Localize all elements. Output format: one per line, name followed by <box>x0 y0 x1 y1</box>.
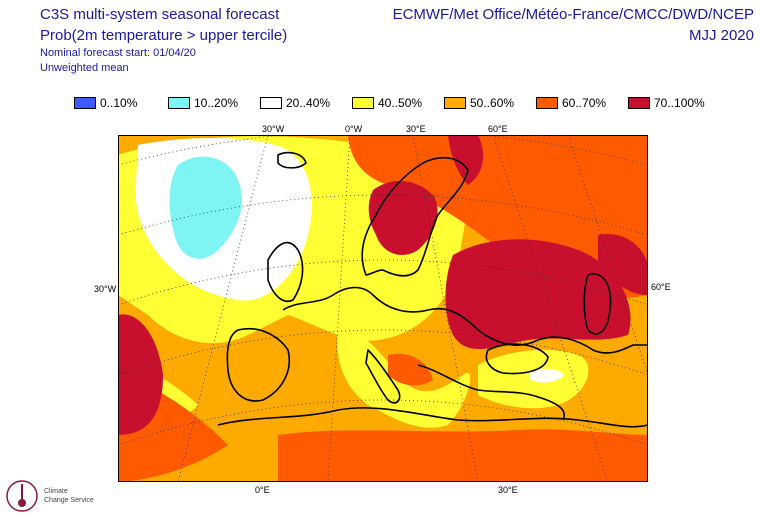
legend-swatch <box>352 97 374 109</box>
map-subtitle: Prob(2m temperature > upper tercile) <box>40 27 288 44</box>
coastline-iceland <box>277 151 307 169</box>
graticule-line <box>118 259 648 306</box>
legend-swatch <box>74 97 96 109</box>
graticule-line <box>118 399 648 446</box>
forecast-start-note: Nominal forecast start: 01/04/20 <box>40 47 196 59</box>
region-20-40-east <box>530 368 564 383</box>
graticule-line <box>118 135 648 166</box>
graticule-line <box>118 329 648 376</box>
legend-item-60-70: 60..70% <box>536 95 606 111</box>
legend-item-10-20: 10..20% <box>168 95 238 111</box>
legend-item-40-50: 40..50% <box>352 95 422 111</box>
map-border <box>118 135 648 482</box>
legend-item-50-60: 50..60% <box>444 95 514 111</box>
legend-item-0-10: 0..10% <box>74 95 137 111</box>
legend-swatch <box>168 97 190 109</box>
legend-label: 70..100% <box>654 96 705 110</box>
grid-label-bottom-0e: 0°E <box>255 485 270 495</box>
grid-label-top-60e: 60°E <box>488 124 508 134</box>
legend-item-20-40: 20..40% <box>260 95 330 111</box>
grid-label-top-30w: 30°W <box>262 124 285 134</box>
legend-label: 60..70% <box>562 96 607 110</box>
grid-label-left-30w: 30°W <box>94 284 117 294</box>
region-70-100-russia <box>445 239 631 350</box>
coastline-black-sea <box>485 343 549 375</box>
logo-text: Change Service <box>44 497 94 504</box>
grid-label-right-60e: 60°E <box>651 282 671 292</box>
coastline-italy <box>365 349 401 404</box>
legend-label: 20..40% <box>286 96 331 110</box>
graticule-line <box>412 135 479 482</box>
region-40-50-central <box>337 325 471 428</box>
probability-map <box>118 135 648 482</box>
region-70-100-atlantic-west <box>118 314 163 435</box>
logo-emblem-icon <box>6 480 38 512</box>
region-70-100-east <box>448 135 484 185</box>
legend-label: 10..20% <box>194 96 239 110</box>
legend-swatch <box>536 97 558 109</box>
coastline-continental-europe <box>282 286 648 354</box>
legend-label: 50..60% <box>470 96 515 110</box>
legend-label: 0..10% <box>100 96 138 110</box>
coastline-balkans-turkey <box>417 364 565 421</box>
coastline-british-isles <box>267 241 304 302</box>
grid-label-top-30e: 30°E <box>406 124 426 134</box>
coastline-north-africa <box>217 407 648 428</box>
legend-item-70-100: 70..100% <box>628 95 705 111</box>
coastline-scandinavia <box>361 156 469 277</box>
map-title: C3S multi-system seasonal forecast <box>40 6 280 23</box>
coastline-caspian <box>583 273 612 335</box>
region-60-70-south <box>278 429 648 482</box>
region-10-20-atlantic <box>169 156 242 259</box>
forecast-period: MJJ 2020 <box>688 27 754 44</box>
legend-swatch <box>260 97 282 109</box>
grid-label-bottom-30e: 30°E <box>498 485 518 495</box>
logo-text: Climate <box>44 488 68 495</box>
map-canvas <box>118 135 648 482</box>
mean-note: Unweighted mean <box>40 62 129 74</box>
graticule-line <box>492 135 609 482</box>
legend-swatch <box>444 97 466 109</box>
legend-swatch <box>628 97 650 109</box>
coastline-iberia <box>226 328 290 402</box>
graticule-line <box>118 194 648 236</box>
grid-label-top-0w: 0°W <box>345 124 363 134</box>
region-70-100-asia <box>598 234 648 295</box>
copernicus-logo: Climate Change Service <box>4 478 104 518</box>
legend-label: 40..50% <box>378 96 423 110</box>
region-60-70-med <box>388 353 433 386</box>
producing-centres: ECMWF/Met Office/Météo-France/CMCC/DWD/N… <box>392 6 754 23</box>
